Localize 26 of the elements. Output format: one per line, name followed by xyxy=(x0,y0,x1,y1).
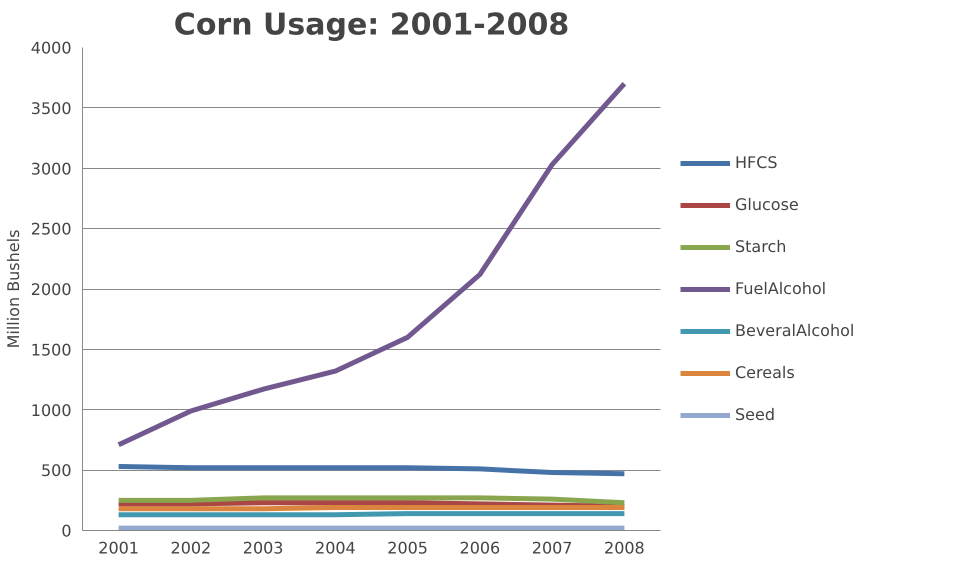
y-tick-label: 2500 xyxy=(30,220,72,239)
y-tick-label: 1000 xyxy=(30,400,72,420)
x-tick-label: 2006 xyxy=(460,538,500,558)
x-tick-label: 2004 xyxy=(315,538,356,558)
x-tick-label: 2008 xyxy=(604,538,645,558)
y-tick-label: 2000 xyxy=(30,280,72,299)
legend-label: Glucose xyxy=(735,195,799,214)
y-tick-label: 500 xyxy=(40,461,72,480)
legend-label: BeveralAlcohol xyxy=(735,321,854,340)
legend-label: Cereals xyxy=(735,363,795,382)
y-tick-label: 4000 xyxy=(30,38,72,58)
legend-label: Starch xyxy=(735,237,786,256)
x-tick-label: 2003 xyxy=(242,538,284,558)
legend-label: FuelAlcohol xyxy=(735,279,826,298)
y-tick-label: 1500 xyxy=(30,340,72,360)
y-tick-label: 3000 xyxy=(30,159,72,178)
x-tick-label: 2005 xyxy=(387,538,428,558)
y-tick-label: 3500 xyxy=(30,98,72,118)
x-tick-label: 2002 xyxy=(170,538,212,558)
y-axis-title: Million Bushels xyxy=(4,230,23,348)
chart-title: Corn Usage: 2001-2008 xyxy=(174,8,570,42)
legend-label: Seed xyxy=(735,405,775,424)
legend-label: HFCS xyxy=(735,153,778,172)
y-tick-label: 0 xyxy=(61,522,72,540)
x-tick-label: 2001 xyxy=(98,538,139,558)
x-tick-label: 2007 xyxy=(532,538,572,558)
